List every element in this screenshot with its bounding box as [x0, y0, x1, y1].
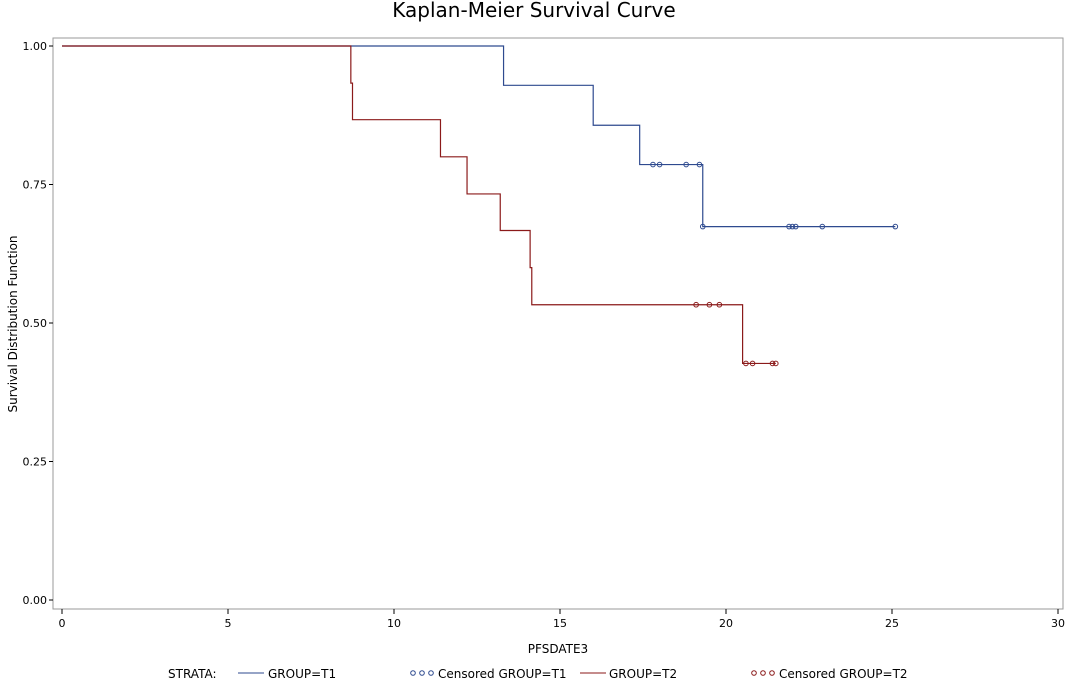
chart-title: Kaplan-Meier Survival Curve	[392, 0, 675, 22]
x-tick-label: 10	[387, 617, 401, 630]
x-tick-label: 25	[885, 617, 899, 630]
censored-point-t1	[892, 223, 899, 230]
legend-censored-marker-t2	[751, 670, 775, 676]
censored-point-t2	[706, 301, 713, 308]
x-tick-label: 30	[1051, 617, 1065, 630]
legend-label-t1: GROUP=T1	[268, 667, 336, 681]
series-layer	[62, 45, 899, 367]
x-tick-label: 5	[225, 617, 232, 630]
x-tick-label: 0	[59, 617, 66, 630]
legend: STRATA: GROUP=T1 Censored GROUP=T1 GROUP…	[168, 667, 908, 681]
y-tick-label: 0.00	[23, 594, 48, 607]
survival-line-t2	[62, 45, 776, 365]
censored-point-t1	[786, 223, 792, 230]
censored-point-t1	[683, 161, 689, 168]
censored-point-t1	[789, 223, 796, 230]
legend-label-censored-t2: Censored GROUP=T2	[779, 667, 908, 681]
legend-censored-marker-t1	[410, 670, 434, 676]
survival-line-t1	[62, 45, 896, 228]
plot-area-frame	[52, 37, 1064, 610]
censored-point-t2	[716, 301, 723, 308]
y-tick-label: 0.75	[23, 179, 48, 192]
legend-label-t2: GROUP=T2	[609, 667, 677, 681]
censored-point-t2	[749, 360, 756, 367]
legend-title: STRATA:	[168, 667, 217, 681]
y-tick-label: 0.50	[23, 317, 48, 330]
censored-point-t1	[792, 223, 799, 230]
y-tick-label: 1.00	[23, 40, 48, 53]
x-tick-label: 15	[553, 617, 567, 630]
y-tick-label: 0.25	[23, 456, 48, 469]
y-axis: 0.00 0.25 0.50 0.75 1.00	[23, 40, 53, 607]
censored-point-t1	[656, 161, 663, 168]
censored-point-t2	[773, 360, 779, 367]
censored-point-t1	[699, 223, 706, 230]
y-axis-label: Survival Distribution Function	[6, 235, 20, 412]
x-tick-label: 20	[719, 617, 733, 630]
censored-point-t2	[769, 360, 776, 367]
censored-point-t1	[696, 161, 703, 168]
censored-point-t2	[693, 301, 699, 308]
x-axis: 0 5 10 15 20 25 30	[59, 609, 1065, 630]
censored-point-t1	[819, 223, 826, 230]
legend-label-censored-t1: Censored GROUP=T1	[438, 667, 567, 681]
censored-point-t2	[743, 360, 749, 367]
censored-point-t1	[650, 161, 656, 168]
x-axis-label: PFSDATE3	[528, 642, 588, 656]
